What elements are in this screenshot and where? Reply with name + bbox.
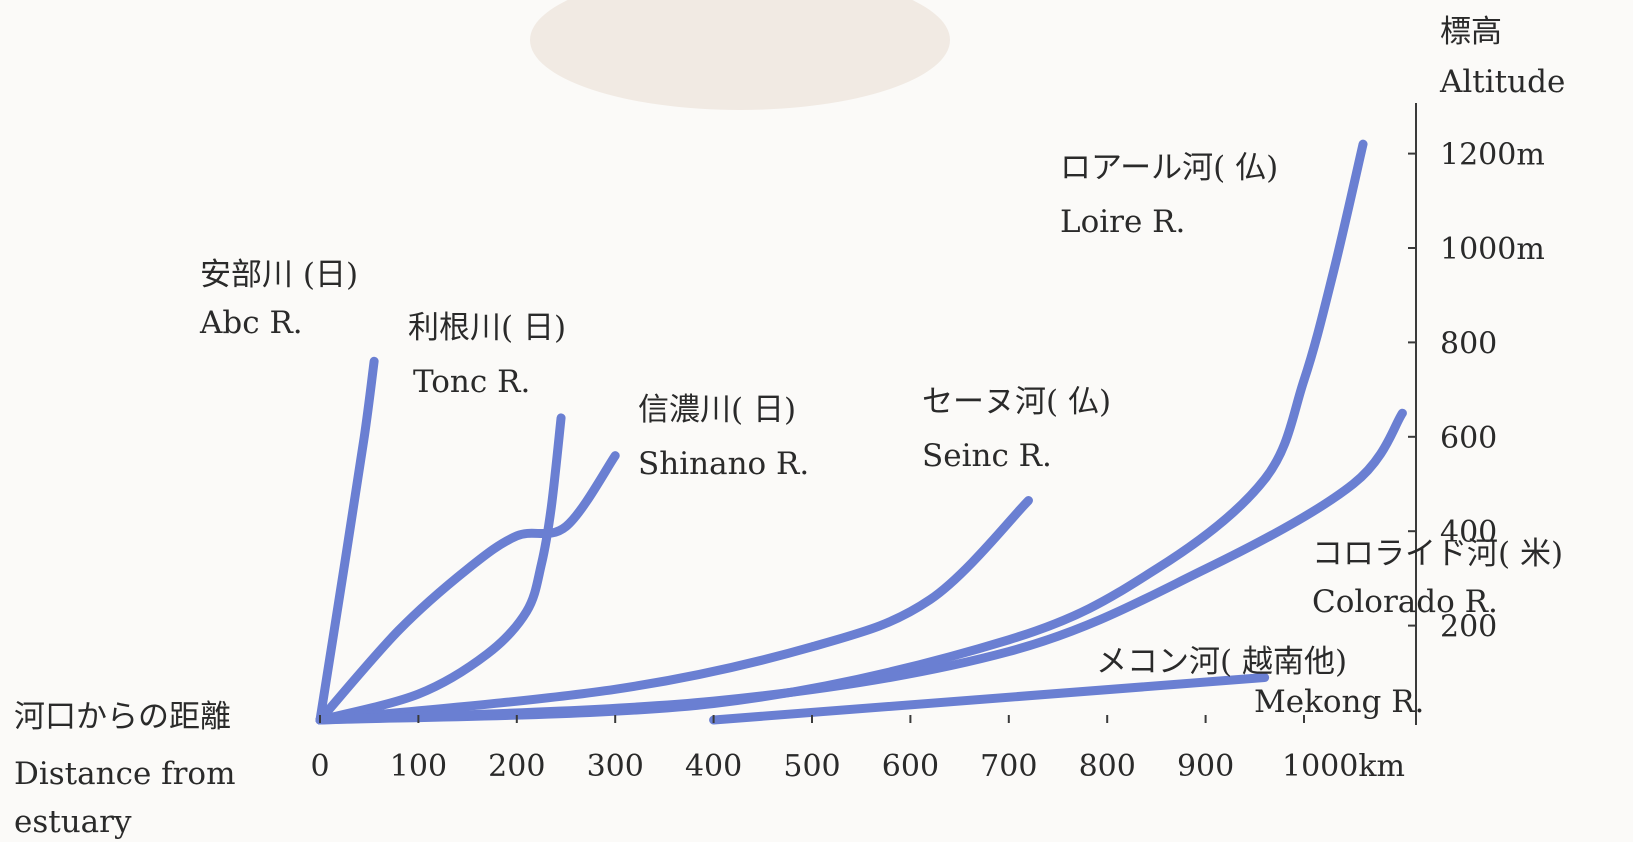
- series-label-mekong-en: Mekong R.: [1254, 684, 1424, 720]
- series-line-mekong-r: [709, 673, 1270, 725]
- x-tick-label: 200: [488, 749, 545, 784]
- series-label-abe-en: Abc R.: [199, 305, 303, 341]
- series-label-colorado-ja: コロライド河( 米): [1312, 536, 1563, 572]
- x-axis-ticks: 0 100 200 300 400 500 600 700 800 900 1000km: [310, 715, 1405, 784]
- series-label-colorado-en: Colorado R.: [1312, 584, 1498, 620]
- x-tick-label: 900: [1177, 749, 1234, 784]
- series-label-seine-ja: セーヌ河( 仏): [922, 384, 1111, 420]
- x-tick-label: 400: [685, 749, 742, 784]
- y-tick-label: 200: [1440, 610, 1497, 645]
- series-label-loire-ja: ロアール河( 仏): [1060, 150, 1278, 186]
- y-tick-label: 800: [1440, 326, 1497, 361]
- x-axis-title-ja: 河口からの距離: [14, 699, 231, 735]
- series-label-shinano-ja: 信濃川( 日): [638, 392, 796, 428]
- x-axis-title-en-line2: estuary: [14, 804, 132, 840]
- series-line-seinc-r: [315, 496, 1033, 725]
- y-axis-ticks: 200 400 600 800 1000m 1200m: [1408, 138, 1545, 645]
- background-smudge: [530, 0, 950, 110]
- x-tick-label: 300: [587, 749, 644, 784]
- x-tick-label: 600: [882, 749, 939, 784]
- river-curves: [315, 139, 1407, 725]
- x-tick-label: 100: [390, 749, 447, 784]
- x-tick-label: 700: [980, 749, 1037, 784]
- y-tick-label: 1200m: [1440, 138, 1545, 173]
- y-axis-title-en: Altitude: [1439, 64, 1565, 100]
- y-tick-label: 400: [1440, 515, 1497, 550]
- series-label-shinano-en: Shinano R.: [638, 446, 809, 482]
- series-label-tone-ja: 利根川( 日): [408, 310, 566, 346]
- y-tick-label: 1000m: [1440, 232, 1545, 267]
- x-tick-label: 800: [1079, 749, 1136, 784]
- y-axis-title-ja: 標高: [1440, 14, 1502, 50]
- series-label-seine-en: Seinc R.: [922, 438, 1052, 474]
- x-tick-label: 1000km: [1282, 749, 1405, 784]
- series-label-loire-en: Loire R.: [1060, 204, 1185, 240]
- x-axis-title-en-line1: Distance from: [14, 756, 236, 792]
- x-tick-label: 500: [783, 749, 840, 784]
- series-label-abe-ja: 安部川 (日): [200, 257, 358, 293]
- y-tick-label: 600: [1440, 421, 1497, 456]
- series-line-colorado-r: [315, 408, 1407, 725]
- series-label-tone-en: Tonc R.: [413, 364, 530, 400]
- series-line-abc-r: [315, 356, 379, 725]
- series-label-mekong-ja: メコン河( 越南他): [1096, 644, 1347, 680]
- x-tick-label: 0: [310, 749, 329, 784]
- series-line-shinano-r: [315, 451, 620, 725]
- series-line-tonc-r: [315, 413, 566, 725]
